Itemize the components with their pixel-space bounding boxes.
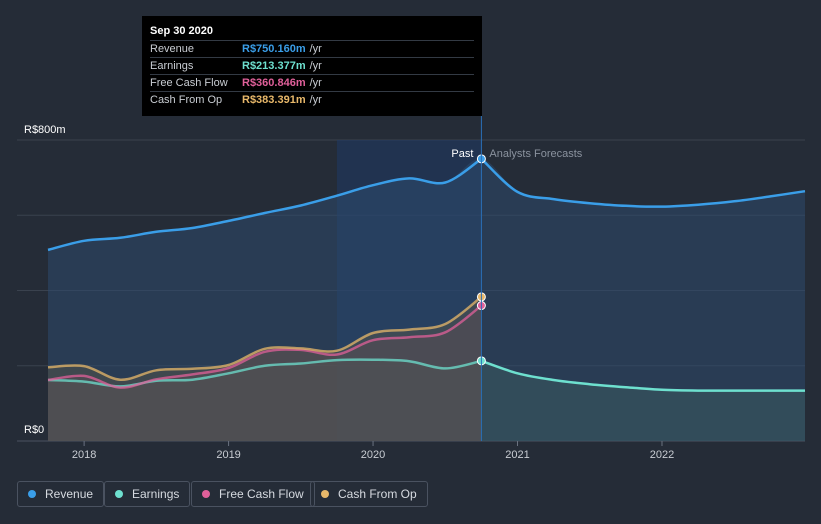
x-axis-tick-label: 2020 xyxy=(361,449,385,461)
tooltip-value: R$213.377m/yr xyxy=(242,60,322,72)
x-axis-tick-label: 2018 xyxy=(72,449,96,461)
series-areas xyxy=(48,158,805,441)
forecast-label: Analysts Forecasts xyxy=(489,148,582,160)
tooltip-label: Earnings xyxy=(150,60,194,72)
tooltip: Sep 30 2020 Revenue R$750.160m/yr Earnin… xyxy=(142,16,482,116)
series-line-revenue xyxy=(47,157,483,252)
tooltip-value: R$750.160m/yr xyxy=(242,43,322,55)
tooltip-row-free-cash-flow: Free Cash Flow R$360.846m/yr xyxy=(150,74,474,91)
tooltip-label: Revenue xyxy=(150,43,195,55)
tooltip-label: Free Cash Flow xyxy=(150,77,228,89)
series-area-earnings xyxy=(48,359,805,441)
legend-label: Cash From Op xyxy=(338,487,417,501)
y-axis-tick-label: R$800m xyxy=(24,124,66,136)
legend-dot-icon xyxy=(28,490,36,498)
legend-dot-icon xyxy=(202,490,210,498)
tooltip-value: R$360.846m/yr xyxy=(242,77,322,89)
axis: R$800m R$0 2018 2019 2020 2021 2022 xyxy=(24,115,674,461)
series-area-cash-from-op xyxy=(48,296,482,441)
series-lines xyxy=(47,157,806,392)
tooltip-row-revenue: Revenue R$750.160m/yr xyxy=(150,40,474,57)
series-line-cash-from-op xyxy=(47,295,483,381)
legend-label: Earnings xyxy=(132,487,180,501)
legend-revenue[interactable]: Revenue xyxy=(17,481,105,507)
past-label: Past xyxy=(451,148,473,160)
tooltip-date: Sep 30 2020 xyxy=(150,25,213,37)
series-area-free-cash-flow xyxy=(48,305,482,441)
legend-cash-from-op[interactable]: Cash From Op xyxy=(310,481,428,507)
legend-label: Free Cash Flow xyxy=(219,487,304,501)
x-axis-tick-label: 2022 xyxy=(650,449,674,461)
tooltip-row-earnings: Earnings R$213.377m/yr xyxy=(150,57,474,74)
series-line-free-cash-flow xyxy=(47,304,483,389)
legend-free-cash-flow[interactable]: Free Cash Flow xyxy=(191,481,315,507)
tooltip-row-cash-from-op: Cash From Op R$383.391m/yr xyxy=(150,91,474,108)
legend-earnings[interactable]: Earnings xyxy=(104,481,191,507)
legend-dot-icon xyxy=(321,490,329,498)
x-axis-tick-label: 2021 xyxy=(505,449,529,461)
legend-dot-icon xyxy=(115,490,123,498)
tooltip-value: R$383.391m/yr xyxy=(242,94,322,106)
series-line-forecast-earnings xyxy=(481,359,805,392)
series-line-forecast-revenue xyxy=(480,157,806,208)
legend-label: Revenue xyxy=(45,487,94,501)
x-axis-tick-label: 2019 xyxy=(216,449,240,461)
y-axis-tick-label: R$0 xyxy=(24,424,44,436)
tooltip-label: Cash From Op xyxy=(150,94,223,106)
